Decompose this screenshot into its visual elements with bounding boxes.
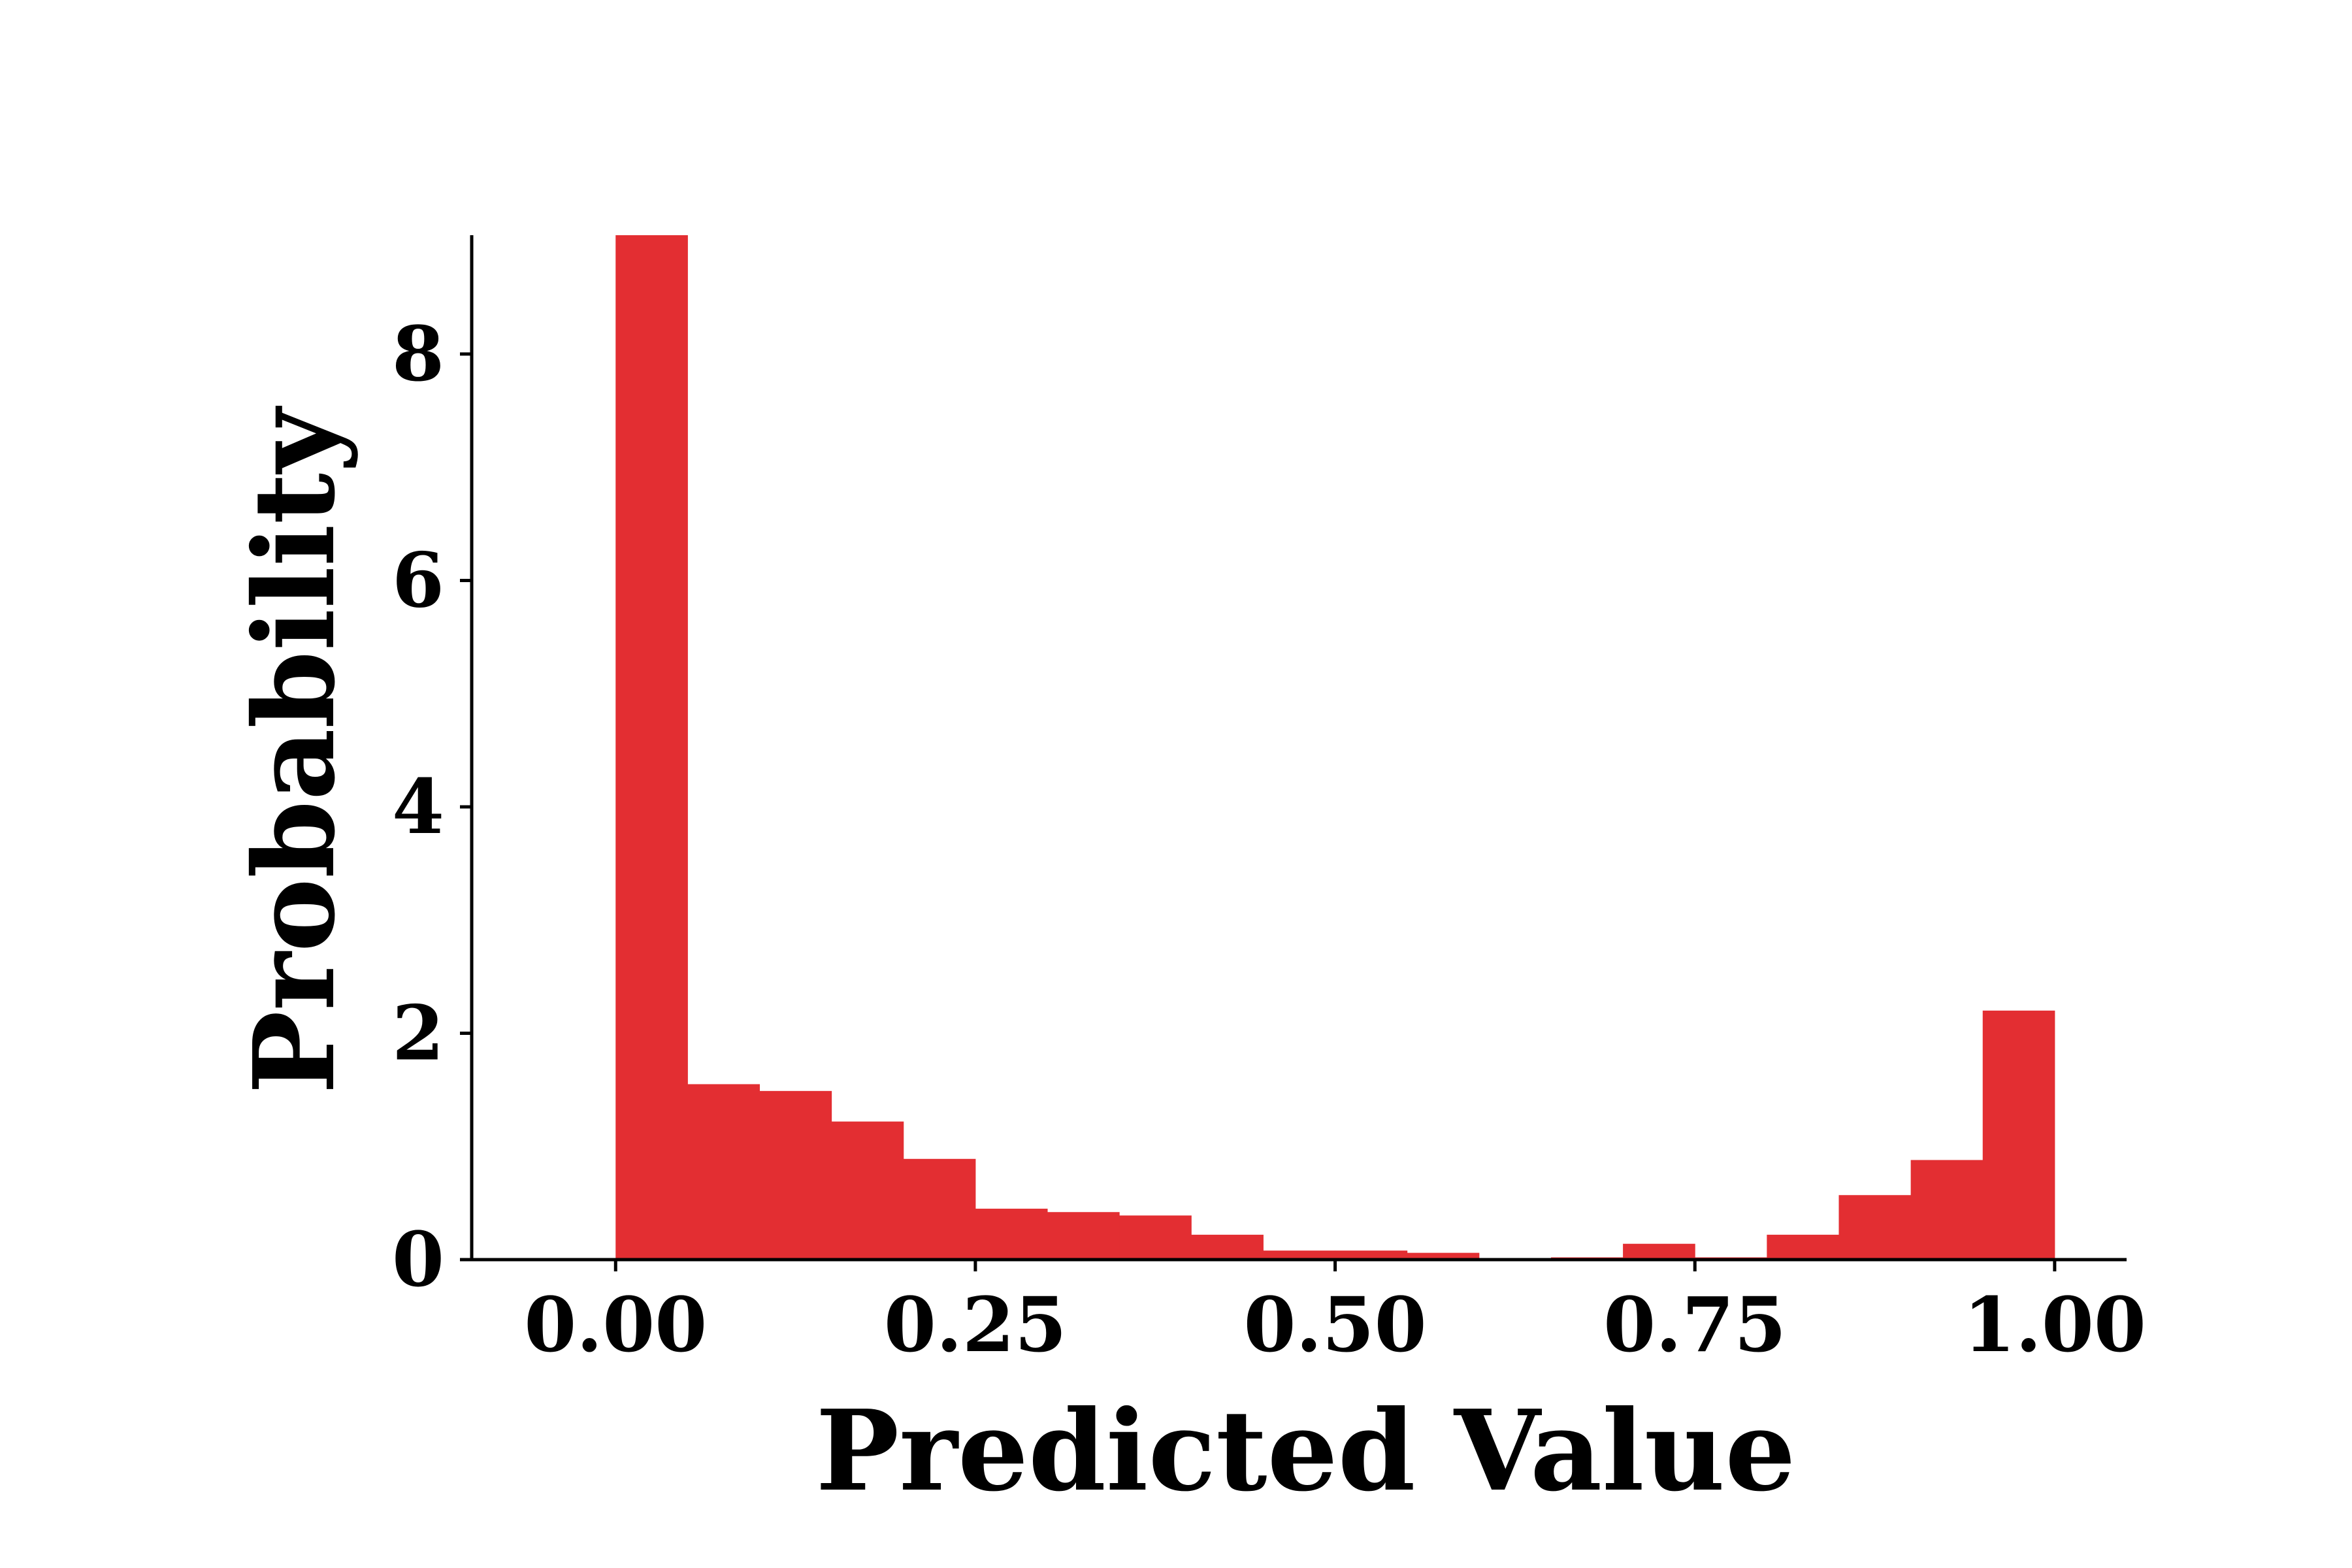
histogram-bars: [615, 235, 2055, 1260]
histogram-bar: [1910, 1160, 1984, 1260]
y-axis-title: Probability: [229, 406, 360, 1094]
x-tick-label: 0.00: [524, 1281, 707, 1369]
x-axis-title: Predicted Value: [815, 1386, 1795, 1516]
x-tick-label: 0.75: [1603, 1281, 1786, 1369]
histogram-bar: [615, 235, 688, 1260]
x-tick-label: 0.50: [1244, 1281, 1427, 1369]
histogram-bar: [831, 1121, 904, 1260]
histogram-bar: [1623, 1243, 1695, 1260]
histogram-bar: [1838, 1195, 1912, 1260]
y-tick-label: 8: [392, 310, 444, 399]
y-tick-label: 2: [392, 989, 444, 1077]
histogram-bar: [1407, 1252, 1480, 1260]
x-axis-ticks: 0.00 0.25 0.50 0.75 1.00: [524, 1260, 2146, 1369]
histogram-bar: [1191, 1234, 1264, 1260]
histogram-bar: [759, 1090, 832, 1260]
histogram-bar: [1047, 1212, 1120, 1260]
y-tick-label: 0: [392, 1216, 444, 1304]
histogram-bar: [903, 1158, 976, 1260]
histogram-bar: [1767, 1234, 1839, 1260]
x-tick-label: 0.25: [884, 1281, 1067, 1369]
histogram-bar: [975, 1209, 1048, 1260]
histogram-bar: [1119, 1215, 1192, 1260]
histogram-bar: [1263, 1250, 1336, 1260]
histogram-bar: [1335, 1250, 1408, 1260]
y-tick-label: 6: [392, 536, 444, 625]
histogram-bar: [1982, 1010, 2055, 1260]
x-tick-label: 1.00: [1963, 1281, 2146, 1369]
y-axis-ticks: 0 2 4 6 8: [392, 310, 472, 1304]
y-tick-label: 4: [392, 763, 444, 851]
histogram-bar: [687, 1084, 760, 1260]
